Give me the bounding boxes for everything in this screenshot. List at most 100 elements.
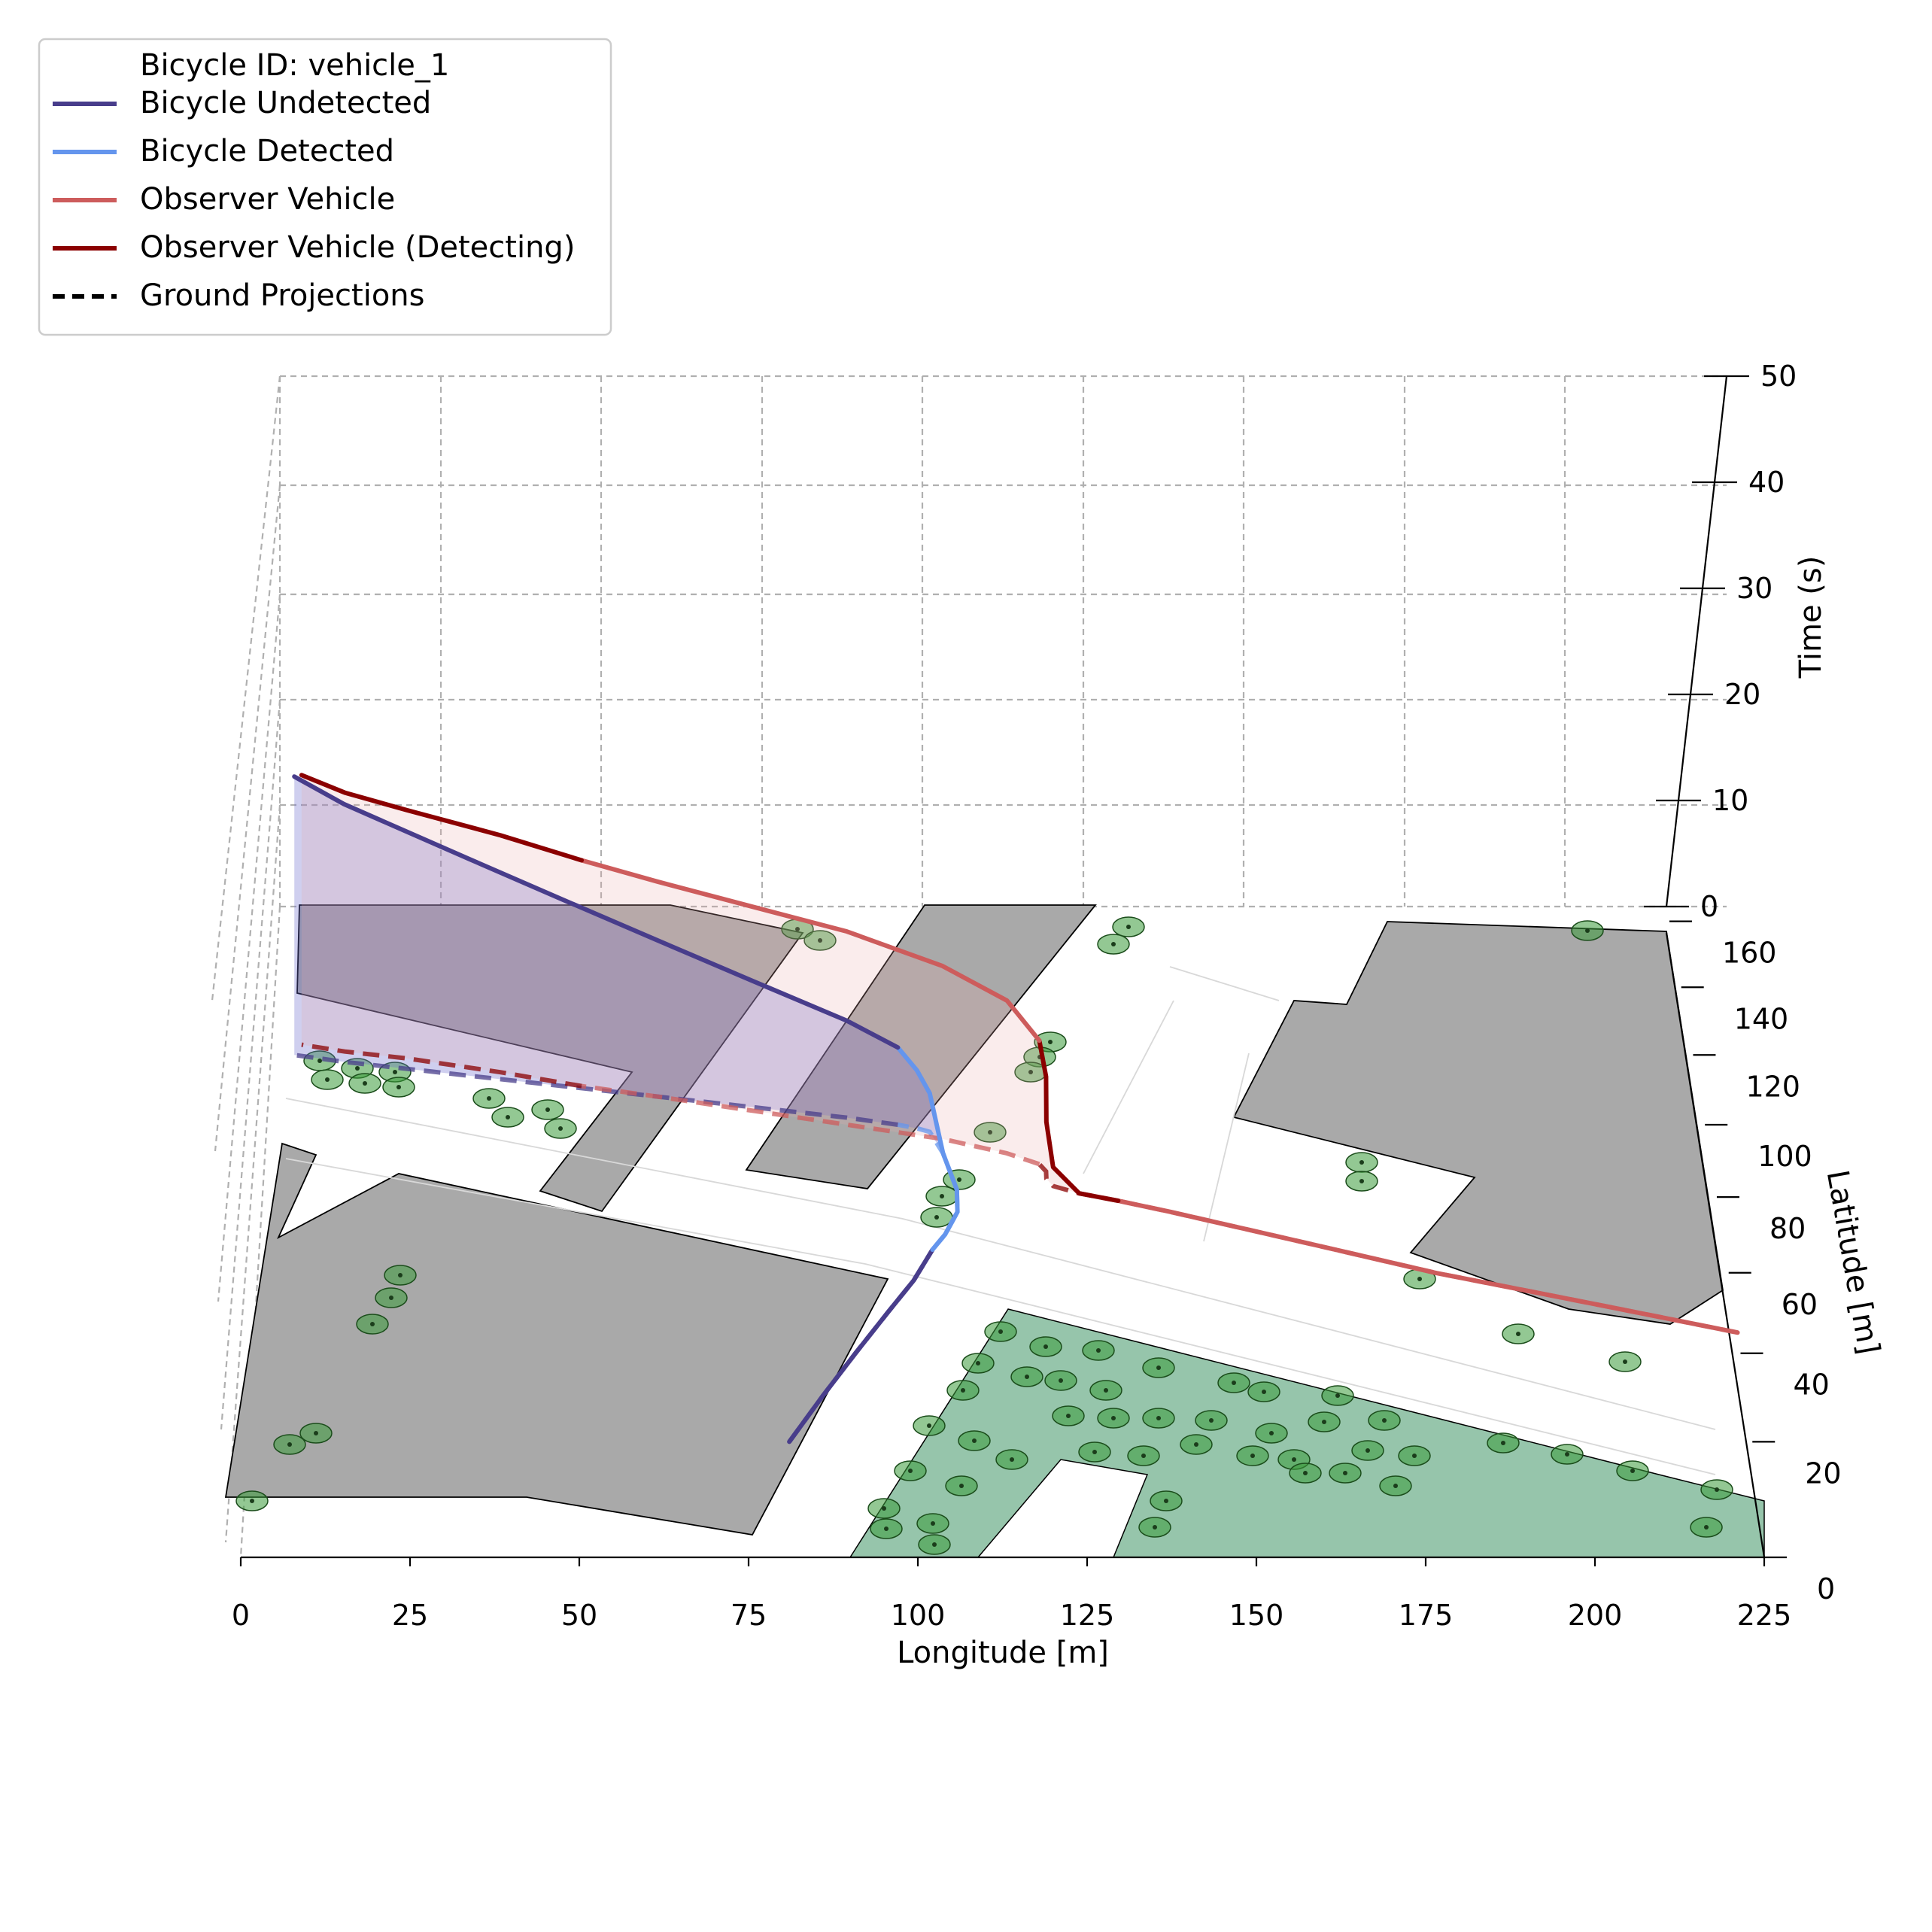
floor-buildings — [224, 904, 1724, 1536]
x-axis-label: Longitude [m] — [897, 1636, 1109, 1670]
y-tick-label: 20 — [1805, 1457, 1841, 1490]
tree-trunk-dot — [1335, 1393, 1340, 1398]
x-tick-label: 100 — [891, 1599, 946, 1632]
tree-trunk-dot — [355, 1066, 360, 1071]
tree-trunk-dot — [1092, 1450, 1097, 1454]
z-tick-label: 20 — [1724, 678, 1760, 711]
y-tick-label: 120 — [1745, 1070, 1800, 1103]
ground-projection-6 — [301, 1042, 582, 1089]
tree-trunk-dot — [932, 1542, 937, 1547]
tree-markers — [235, 916, 1733, 1555]
y-tick-label: 140 — [1734, 1002, 1789, 1035]
tree-trunk-dot — [1382, 1418, 1387, 1423]
tree-trunk-dot — [506, 1115, 510, 1119]
legend-entry-label: Ground Projections — [140, 278, 424, 313]
tree-trunk-dot — [1104, 1388, 1108, 1393]
z-tick-label: 40 — [1748, 466, 1785, 499]
z-axis-label: Time (s) — [1794, 556, 1828, 679]
tree-trunk-dot — [1516, 1332, 1520, 1336]
tree-trunk-dot — [1250, 1454, 1255, 1458]
tree-trunk-dot — [396, 1085, 401, 1089]
x-tick-label: 75 — [731, 1599, 767, 1632]
floor-axes — [241, 375, 1766, 1559]
tree-trunk-dot — [1704, 1525, 1709, 1530]
floor-street-lines — [285, 966, 1716, 1475]
legend-header: Bicycle ID: vehicle_1 — [140, 48, 449, 83]
trajectory-line-3 — [1116, 1198, 1740, 1335]
tree-trunk-dot — [1126, 925, 1131, 929]
tree-trunk-dot — [818, 938, 822, 943]
tree-trunk-dot — [988, 1130, 992, 1135]
tree-trunk-dot — [1262, 1390, 1266, 1394]
z-tick-label: 0 — [1700, 890, 1718, 923]
tree-trunk-dot — [1153, 1525, 1157, 1530]
floor-park — [849, 1308, 1765, 1558]
tree-trunk-dot — [961, 1388, 965, 1393]
y-tick-label: 160 — [1722, 937, 1777, 970]
curtain-bicycle-1 — [898, 1047, 958, 1250]
trajectory-line-4 — [1037, 1038, 1121, 1204]
tree-trunk-dot — [1412, 1454, 1417, 1458]
tree-trunk-dot — [398, 1273, 402, 1277]
tree-trunk-dot — [1359, 1160, 1364, 1165]
tree-trunk-dot — [487, 1096, 491, 1101]
back-wall-grid — [211, 375, 1727, 1558]
tree-trunk-dot — [927, 1423, 931, 1428]
tree-trunk-dot — [882, 1506, 886, 1511]
tree-trunk-dot — [959, 1484, 964, 1488]
tree-trunk-dot — [1269, 1431, 1274, 1435]
curtain-observer-4 — [1039, 1040, 1119, 1201]
x-tick-label: 175 — [1399, 1599, 1454, 1632]
tree-trunk-dot — [250, 1499, 254, 1503]
tree-trunk-dot — [795, 927, 800, 931]
tree-trunk-dot — [1028, 1070, 1033, 1074]
tree-trunk-dot — [389, 1296, 393, 1300]
tree-trunk-dot — [363, 1081, 367, 1086]
legend-entry-label: Bicycle Undetected — [140, 86, 431, 120]
tree-trunk-dot — [1141, 1454, 1146, 1458]
z-tick-label: 30 — [1736, 572, 1773, 605]
x-tick-label: 50 — [561, 1599, 597, 1632]
tree-trunk-dot — [1343, 1471, 1347, 1475]
y-axis-label: Latitude [m] — [1820, 1168, 1886, 1357]
tree-trunk-dot — [1417, 1277, 1422, 1281]
tree-trunk-dot — [908, 1469, 913, 1473]
tree-trunk-dot — [1048, 1040, 1053, 1044]
ground-projection-5 — [581, 1083, 1040, 1167]
tree-trunk-dot — [545, 1107, 550, 1112]
tree-trunk-dot — [1303, 1471, 1308, 1475]
x-tick-label: 25 — [392, 1599, 428, 1632]
tree-trunk-dot — [1096, 1348, 1101, 1353]
z-tick-label: 10 — [1712, 784, 1748, 817]
tree-trunk-dot — [1585, 928, 1590, 933]
y-tick-label: 60 — [1782, 1288, 1818, 1321]
y-tick-label: 40 — [1793, 1368, 1829, 1402]
trajectory-line-0 — [787, 1247, 935, 1444]
tree-trunk-dot — [1623, 1359, 1627, 1364]
tree-trunk-dot — [287, 1442, 292, 1447]
y-tick-label: 0 — [1817, 1572, 1835, 1605]
tree-trunk-dot — [1322, 1420, 1326, 1424]
y-tick-label: 100 — [1757, 1140, 1812, 1173]
tree-trunk-dot — [1194, 1442, 1198, 1447]
y-tick-label: 80 — [1769, 1212, 1806, 1245]
tree-trunk-dot — [1010, 1457, 1014, 1462]
tree-trunk-dot — [1715, 1487, 1719, 1492]
tree-trunk-dot — [972, 1438, 977, 1443]
z-tick-label: 50 — [1760, 360, 1797, 393]
tree-trunk-dot — [325, 1077, 330, 1082]
ground-projection-2 — [293, 1053, 898, 1127]
legend-entry-label: Observer Vehicle — [140, 182, 395, 217]
legend: Bicycle ID: vehicle_1 Bicycle Undetected… — [38, 38, 612, 336]
tree-trunk-dot — [370, 1322, 375, 1326]
tree-trunk-dot — [884, 1526, 889, 1531]
tree-trunk-dot — [940, 1194, 944, 1198]
trajectory-line-5 — [579, 858, 1042, 1043]
legend-entry-label: Bicycle Detected — [140, 134, 394, 169]
legend-entry-label: Observer Vehicle (Detecting) — [140, 230, 575, 265]
trajectory-lines — [292, 773, 1740, 1444]
x-tick-label: 125 — [1060, 1599, 1115, 1632]
tree-trunk-dot — [1066, 1414, 1071, 1418]
axis-ticks: 0 25 50 75 100 125 150 175 200 225020406080100120… — [232, 360, 1842, 1632]
legend-box — [38, 38, 612, 336]
